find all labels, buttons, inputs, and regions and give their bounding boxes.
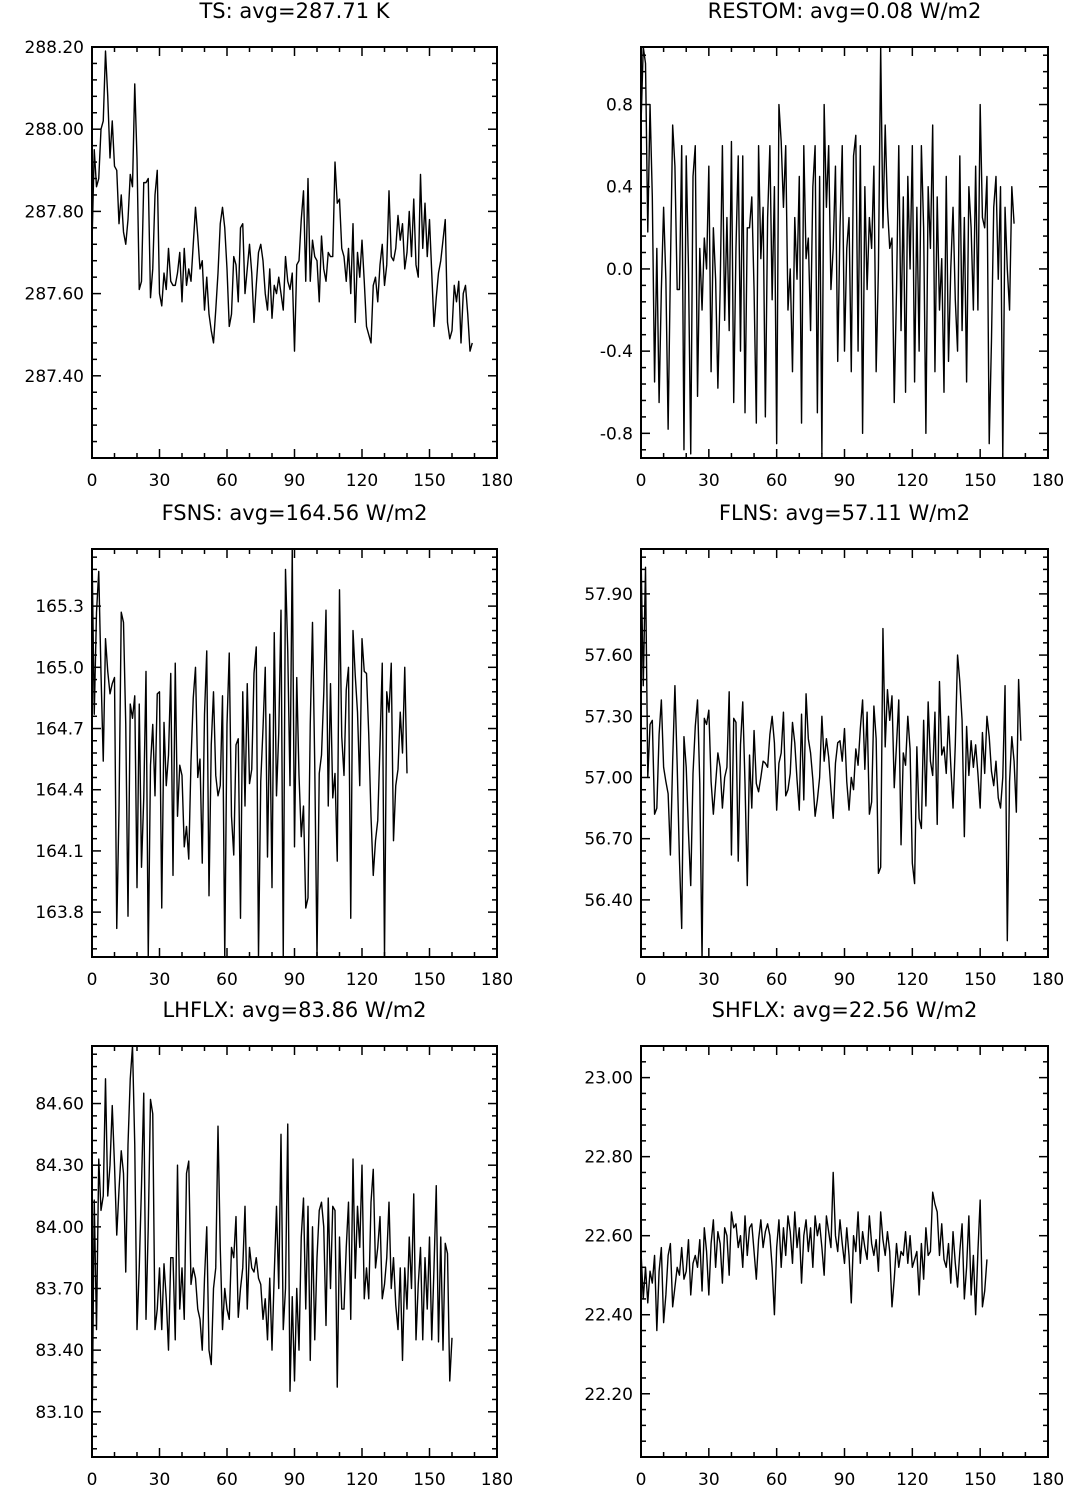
flns-y-tick-label: 56.40 — [584, 891, 633, 911]
lhflx-panel: LHFLX: avg=83.86 W/m2 0 30 60 90 120 150 180 84.… — [35, 998, 513, 1490]
restom-y-tick-label: 0.8 — [606, 96, 633, 116]
ts-title: TS: avg=287.71 K — [198, 0, 390, 23]
restom-x-tick-label: 120 — [896, 471, 928, 491]
fsns-x-tick-label: 90 — [284, 970, 306, 990]
ts-x-tick-label: 30 — [149, 471, 171, 491]
ts-y-tick-label: 288.00 — [25, 120, 84, 140]
restom-x-tick-label: 90 — [834, 471, 856, 491]
shflx-x-tick-label: 30 — [698, 1470, 720, 1490]
ts-series-line — [92, 50, 473, 352]
ts-x-tick-label: 120 — [346, 471, 378, 491]
shflx-series-line — [641, 1171, 988, 1332]
lhflx-x-tick-label: 0 — [87, 1470, 98, 1490]
fsns-x-tick-label: 180 — [481, 970, 513, 990]
fsns-title: FSNS: avg=164.56 W/m2 — [162, 501, 428, 525]
ts-y-tick-label: 287.80 — [25, 202, 84, 222]
flns-title: FLNS: avg=57.11 W/m2 — [719, 501, 970, 525]
shflx-y-tick-label: 22.40 — [584, 1306, 633, 1326]
shflx-y-tick-label: 22.60 — [584, 1227, 633, 1247]
restom-x-tick-label: 150 — [964, 471, 996, 491]
fsns-x-tick-label: 0 — [87, 970, 98, 990]
lhflx-plot-frame — [91, 1045, 498, 1458]
flns-panel: FLNS: avg=57.11 W/m2 0 30 60 90 120 150 180 57.9… — [584, 501, 1064, 990]
shflx-plot-frame — [640, 1045, 1049, 1458]
lhflx-x-tick-label: 30 — [149, 1470, 171, 1490]
shflx-y-tick-label: 22.20 — [584, 1385, 633, 1405]
lhflx-y-tick-label: 83.40 — [35, 1341, 84, 1361]
shflx-x-tick-label: 150 — [964, 1470, 996, 1490]
flns-y-tick-label: 57.30 — [584, 707, 633, 727]
fsns-panel: FSNS: avg=164.56 W/m2 0 30 60 90 120 150 180 165… — [35, 501, 513, 990]
flns-series-line — [641, 553, 1022, 957]
lhflx-title: LHFLX: avg=83.86 W/m2 — [162, 998, 426, 1022]
shflx-x-tick-label: 90 — [834, 1470, 856, 1490]
shflx-panel: SHFLX: avg=22.56 W/m2 0 30 60 90 120 150 180 23.… — [584, 998, 1064, 1490]
fsns-x-tick-label: 30 — [149, 970, 171, 990]
flns-x-tick-label: 0 — [636, 970, 647, 990]
flns-y-tick-label: 57.00 — [584, 768, 633, 788]
shflx-y-tick-label: 23.00 — [584, 1069, 633, 1089]
ts-x-tick-label: 60 — [216, 471, 238, 491]
lhflx-series-line — [92, 1046, 453, 1443]
ts-x-tick-label: 150 — [413, 471, 445, 491]
flns-y-tick-label: 56.70 — [584, 830, 633, 850]
fsns-y-tick-label: 165.3 — [35, 597, 84, 617]
flns-y-tick-label: 57.90 — [584, 585, 633, 605]
lhflx-x-tick-label: 120 — [346, 1470, 378, 1490]
restom-x-tick-label: 60 — [766, 471, 788, 491]
fsns-y-tick-label: 164.7 — [35, 720, 84, 740]
restom-x-tick-label: 30 — [698, 471, 720, 491]
lhflx-y-tick-label: 84.60 — [35, 1095, 84, 1115]
restom-y-tick-label: 0.4 — [606, 178, 633, 198]
fsns-x-tick-label: 150 — [413, 970, 445, 990]
lhflx-x-tick-label: 150 — [413, 1470, 445, 1490]
fsns-plot-frame — [91, 548, 498, 958]
ts-panel: TS: avg=287.71 K 0 30 60 90 120 150 180 288.20 28… — [25, 0, 514, 491]
shflx-title: SHFLX: avg=22.56 W/m2 — [712, 998, 978, 1022]
restom-y-tick-label: 0.0 — [606, 260, 633, 280]
flns-x-tick-label: 60 — [766, 970, 788, 990]
flns-x-tick-label: 30 — [698, 970, 720, 990]
shflx-x-tick-label: 180 — [1032, 1470, 1064, 1490]
lhflx-x-tick-label: 180 — [481, 1470, 513, 1490]
fsns-x-tick-label: 120 — [346, 970, 378, 990]
ts-y-tick-label: 287.60 — [25, 285, 84, 305]
restom-panel: RESTOM: avg=0.08 W/m2 0 30 60 90 120 150 180 0.8… — [600, 0, 1064, 491]
restom-y-tick-label: -0.4 — [600, 342, 633, 362]
ts-y-tick-label: 288.20 — [25, 38, 84, 58]
shflx-x-tick-label: 0 — [636, 1470, 647, 1490]
restom-series-line — [641, 47, 1015, 458]
ts-y-tick-label: 287.40 — [25, 367, 84, 387]
shflx-x-tick-label: 60 — [766, 1470, 788, 1490]
flns-x-tick-label: 150 — [964, 970, 996, 990]
flns-y-tick-label: 57.60 — [584, 646, 633, 666]
lhflx-y-tick-label: 83.70 — [35, 1279, 84, 1299]
fsns-y-tick-label: 164.4 — [35, 781, 84, 801]
shflx-y-tick-label: 22.80 — [584, 1148, 633, 1168]
fsns-series-line — [92, 549, 408, 957]
ts-x-tick-label: 0 — [87, 471, 98, 491]
flns-x-tick-label: 120 — [896, 970, 928, 990]
ts-x-tick-label: 180 — [481, 471, 513, 491]
restom-x-tick-label: 0 — [636, 471, 647, 491]
fsns-x-tick-label: 60 — [216, 970, 238, 990]
lhflx-x-tick-label: 90 — [284, 1470, 306, 1490]
lhflx-x-tick-label: 60 — [216, 1470, 238, 1490]
lhflx-y-tick-label: 84.00 — [35, 1218, 84, 1238]
fsns-y-tick-label: 164.1 — [35, 842, 84, 862]
lhflx-y-tick-label: 83.10 — [35, 1403, 84, 1423]
fsns-y-tick-label: 163.8 — [35, 903, 84, 923]
fsns-y-tick-label: 165.0 — [35, 658, 84, 678]
restom-y-tick-label: -0.8 — [600, 424, 633, 444]
shflx-x-tick-label: 120 — [896, 1470, 928, 1490]
restom-title: RESTOM: avg=0.08 W/m2 — [708, 0, 982, 23]
ts-x-tick-label: 90 — [284, 471, 306, 491]
restom-x-tick-label: 180 — [1032, 471, 1064, 491]
flns-x-tick-label: 180 — [1032, 970, 1064, 990]
flns-x-tick-label: 90 — [834, 970, 856, 990]
lhflx-y-tick-label: 84.30 — [35, 1156, 84, 1176]
